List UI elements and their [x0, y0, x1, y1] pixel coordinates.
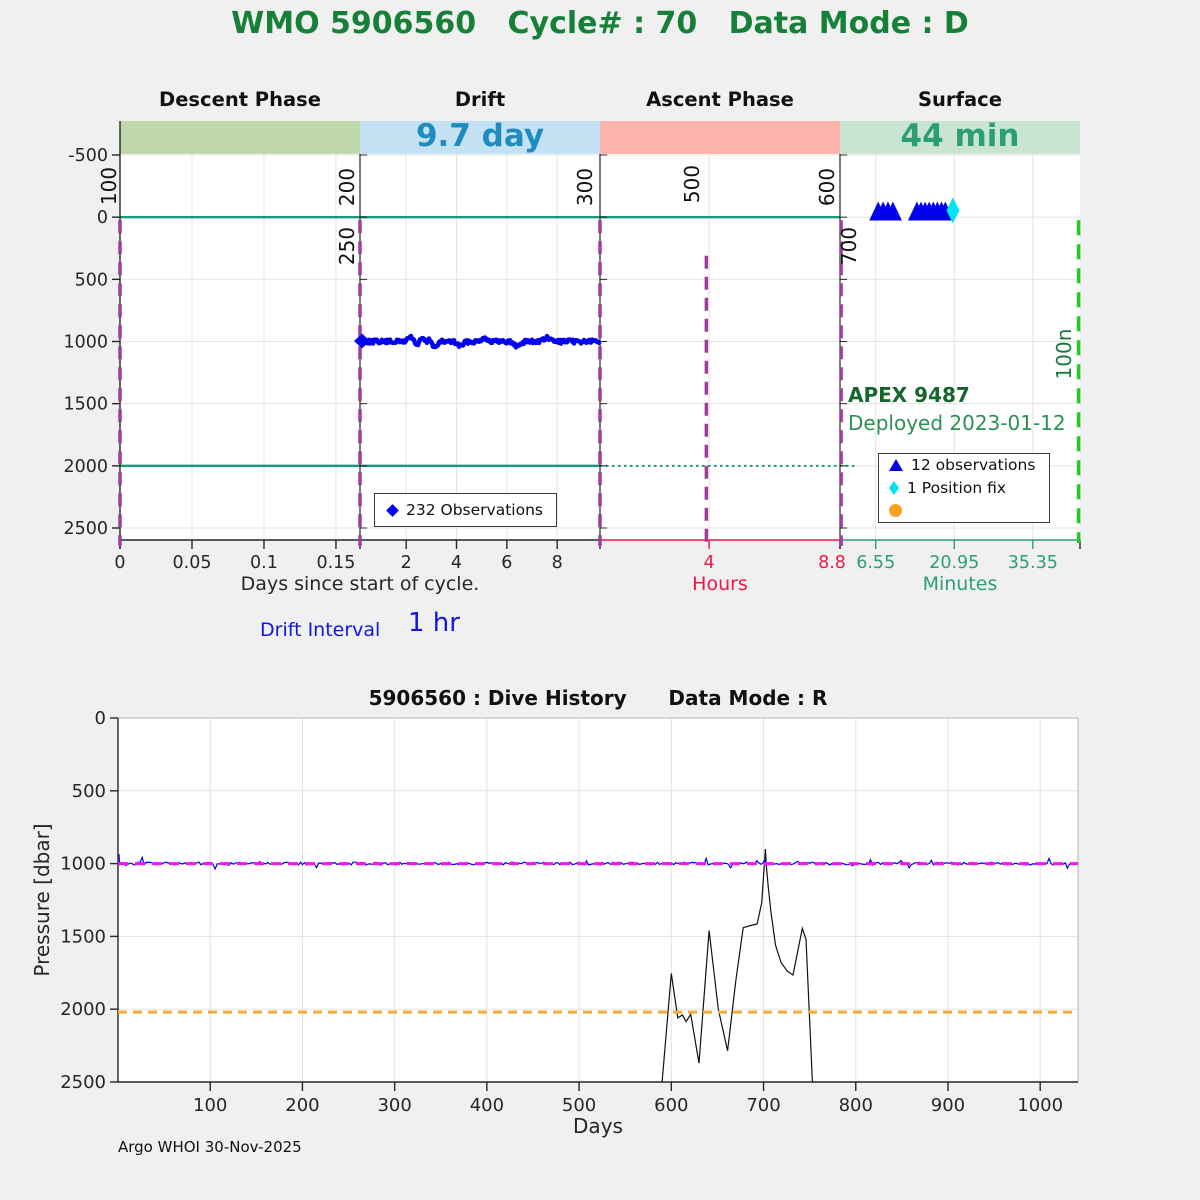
- cyan-diamond-icon: [889, 480, 899, 495]
- phase-band: [600, 121, 840, 154]
- message-label-700: 700: [837, 227, 861, 265]
- position-fix-diamond: [946, 197, 960, 224]
- x-tick-label: 0.05: [173, 553, 212, 573]
- x-tick-label: 700: [746, 1095, 780, 1116]
- x-tick-label: 800: [839, 1095, 873, 1116]
- x-tick-label: 600: [654, 1095, 688, 1116]
- legend-row-orange: [889, 500, 910, 522]
- x-tick-label: 2: [401, 553, 412, 573]
- position-fix-legend-label: 1 Position fix: [907, 478, 1007, 497]
- x-tick-label: 35.35: [1008, 553, 1058, 573]
- x-tick-label: 1000: [1017, 1095, 1063, 1116]
- page-title: WMO 5906560 Cycle# : 70 Data Mode : D: [231, 6, 969, 41]
- pressure-axis-label: Pressure [dbar]: [30, 823, 54, 977]
- dive-depth-line: [661, 848, 813, 1083]
- y-tick-label: 2000: [63, 457, 108, 477]
- y-tick-label: 0: [97, 208, 108, 228]
- y-tick-label: 500: [75, 270, 108, 290]
- surface-duration-label: 44 min: [900, 118, 1020, 154]
- phase-header-descent: Descent Phase: [159, 88, 321, 111]
- drift-interval-value: 1 hr: [408, 608, 460, 638]
- surface-observation-triangle: [883, 201, 902, 221]
- x-tick-label: 400: [470, 1095, 504, 1116]
- x-tick-label: 100: [193, 1095, 227, 1116]
- surface-obs-legend-label: 12 observations: [911, 456, 1036, 475]
- cycle-chart: -500 0 500 1000 1500 2000 2500 0 0.05 0.1 0.15 2 4 6 8…: [63, 121, 1081, 573]
- message-label-100: 100: [97, 167, 121, 205]
- y-tick-label: 2500: [60, 1072, 106, 1093]
- message-label-600: 600: [815, 168, 839, 206]
- x-tick-label: 300: [377, 1095, 411, 1116]
- drift-start-diamond: [354, 333, 370, 349]
- x-tick-label: 0.1: [250, 553, 278, 573]
- y-tick-label: 1000: [63, 333, 108, 353]
- phase-band: [120, 121, 360, 154]
- axis-caption-hours: Hours: [692, 573, 748, 595]
- phase-band: [360, 121, 600, 154]
- message-label-500: 500: [680, 165, 704, 203]
- legend-row-position-fix: 1 Position fix: [889, 477, 1006, 499]
- phase-band: [840, 121, 1080, 154]
- x-tick-label: 8: [552, 553, 563, 573]
- x-tick-label: 4: [704, 553, 715, 573]
- phase-header-surface: Surface: [918, 88, 1002, 111]
- phase-header-drift: Drift: [454, 88, 506, 111]
- y-tick-label: 0: [95, 708, 106, 729]
- x-tick-label: 200: [285, 1095, 319, 1116]
- y-tick-label: 1500: [63, 395, 108, 415]
- blue-diamond-icon: [386, 503, 399, 517]
- y-tick-label: 2500: [63, 519, 108, 539]
- message-label-250: 250: [335, 227, 359, 265]
- x-tick-label: 8.8: [818, 553, 846, 573]
- x-tick-label: 0.15: [316, 553, 355, 573]
- drift-interval-label: Drift Interval: [260, 619, 381, 641]
- drift-legend: 232 Observations: [374, 493, 557, 527]
- y-tick-label: 2000: [60, 999, 106, 1020]
- x-tick-label: 500: [562, 1095, 596, 1116]
- x-tick-label: 4: [451, 553, 462, 573]
- y-tick-label: 1500: [60, 926, 106, 947]
- dive-history-title: 5906560 : Dive History Data Mode : R: [368, 686, 828, 710]
- legend-row-observations: 12 observations: [889, 454, 1035, 476]
- drift-legend-label: 232 Observations: [406, 501, 543, 519]
- footer-attribution: Argo WHOI 30-Nov-2025: [118, 1138, 302, 1156]
- dive-plot-area: [118, 718, 1078, 1082]
- message-label-300: 300: [573, 168, 597, 206]
- y-tick-label: -500: [68, 146, 108, 166]
- y-tick-label: 500: [72, 781, 106, 802]
- drift-duration-label: 9.7 day: [415, 118, 545, 154]
- blue-triangle-icon: [889, 459, 903, 472]
- deployed-date-label: Deployed 2023-01-12: [848, 411, 1066, 435]
- phase-header-ascent: Ascent Phase: [646, 88, 794, 111]
- drift-observations-line: [359, 333, 602, 350]
- orange-circle-icon: [889, 504, 902, 518]
- x-tick-label: 6.55: [856, 553, 895, 573]
- x-tick-label: 900: [931, 1095, 965, 1116]
- dive-history-chart: 0 500 1000 1500 2000 2500 100 200 300 400 500 600 70…: [60, 708, 1079, 1116]
- message-label-100n: 100n: [1052, 329, 1076, 380]
- float-model-label: APEX 9487: [848, 383, 970, 407]
- x-tick-label: 20.95: [929, 553, 979, 573]
- x-tick-label: 6: [501, 553, 512, 573]
- axis-caption-minutes: Minutes: [922, 573, 998, 595]
- message-label-200: 200: [335, 168, 359, 206]
- x-tick-label: 0: [114, 553, 125, 573]
- surface-legend: 12 observations 1 Position fix: [878, 453, 1050, 523]
- axis-caption-days: Days since start of cycle.: [240, 573, 480, 595]
- y-tick-label: 1000: [60, 854, 106, 875]
- days-axis-label: Days: [573, 1114, 623, 1138]
